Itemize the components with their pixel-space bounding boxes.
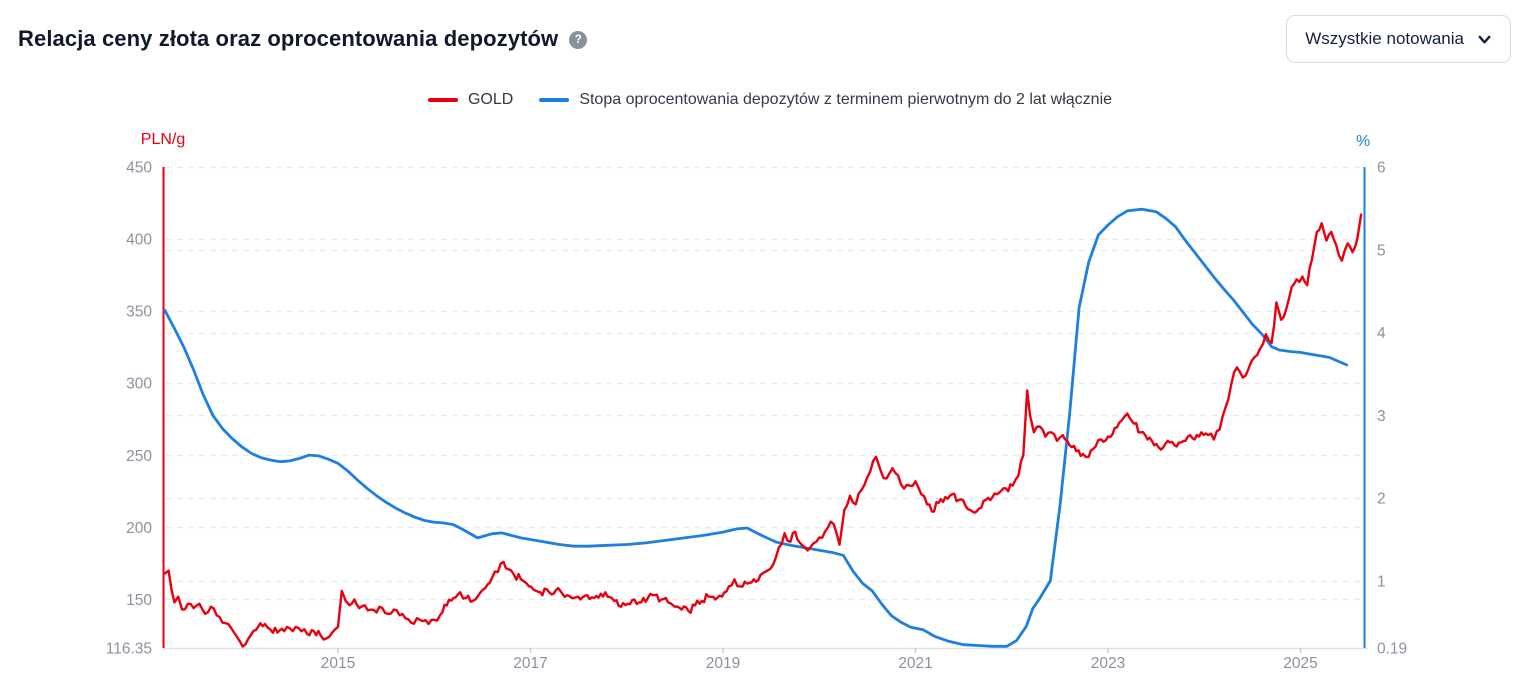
- help-icon[interactable]: ?: [569, 31, 588, 49]
- left-tick-label: 200: [126, 520, 152, 537]
- page-title: Relacja ceny złota oraz oprocentowania d…: [18, 26, 559, 51]
- left-tick-label: 150: [126, 592, 152, 609]
- left-axis-title: PLN/g: [140, 131, 186, 148]
- legend-item-gold[interactable]: GOLD: [427, 91, 514, 109]
- right-tick-label: 5: [1377, 242, 1386, 259]
- range-selector-label: Wszystkie notowania: [1305, 29, 1464, 48]
- series-line-deposit-rate: [163, 207, 1349, 648]
- right-tick-label: 0.19: [1377, 641, 1407, 658]
- right-tick-label: 1: [1377, 573, 1386, 590]
- range-selector-dropdown[interactable]: Wszystkie notowania: [1286, 15, 1511, 63]
- right-tick-label: 4: [1377, 325, 1386, 342]
- chart-header: Relacja ceny złota oraz oprocentowania d…: [18, 26, 588, 52]
- gold-series-swatch-icon: [427, 98, 458, 102]
- left-tick-label: 400: [126, 232, 152, 249]
- left-tick-label: 300: [126, 376, 152, 393]
- legend-label-deposit-rate: Stopa oprocentowania depozytów z termine…: [579, 91, 1113, 108]
- legend-label-gold: GOLD: [467, 91, 514, 108]
- chart-legend: GOLD Stopa oprocentowania depozytów z te…: [0, 91, 1540, 109]
- x-tick-label: 2021: [898, 655, 932, 672]
- right-tick-label: 6: [1377, 160, 1386, 177]
- deposit-rate-series-swatch-icon: [539, 98, 570, 102]
- left-tick-label: 250: [126, 448, 152, 465]
- left-tick-label: 350: [126, 304, 152, 321]
- right-tick-label: 2: [1377, 491, 1386, 508]
- left-tick-label: 116.35: [106, 641, 152, 658]
- left-tick-label: 450: [126, 160, 152, 177]
- legend-item-deposit-rate[interactable]: Stopa oprocentowania depozytów z termine…: [539, 91, 1112, 109]
- x-tick-label: 2025: [1283, 655, 1317, 672]
- right-axis-title: %: [1356, 133, 1371, 150]
- x-tick-label: 2023: [1091, 655, 1125, 672]
- series-line-gold: [163, 213, 1363, 648]
- x-tick-label: 2015: [321, 655, 355, 672]
- x-tick-label: 2017: [513, 655, 547, 672]
- right-tick-label: 3: [1377, 408, 1386, 425]
- x-tick-label: 2019: [706, 655, 740, 672]
- chevron-down-icon: [1478, 35, 1491, 43]
